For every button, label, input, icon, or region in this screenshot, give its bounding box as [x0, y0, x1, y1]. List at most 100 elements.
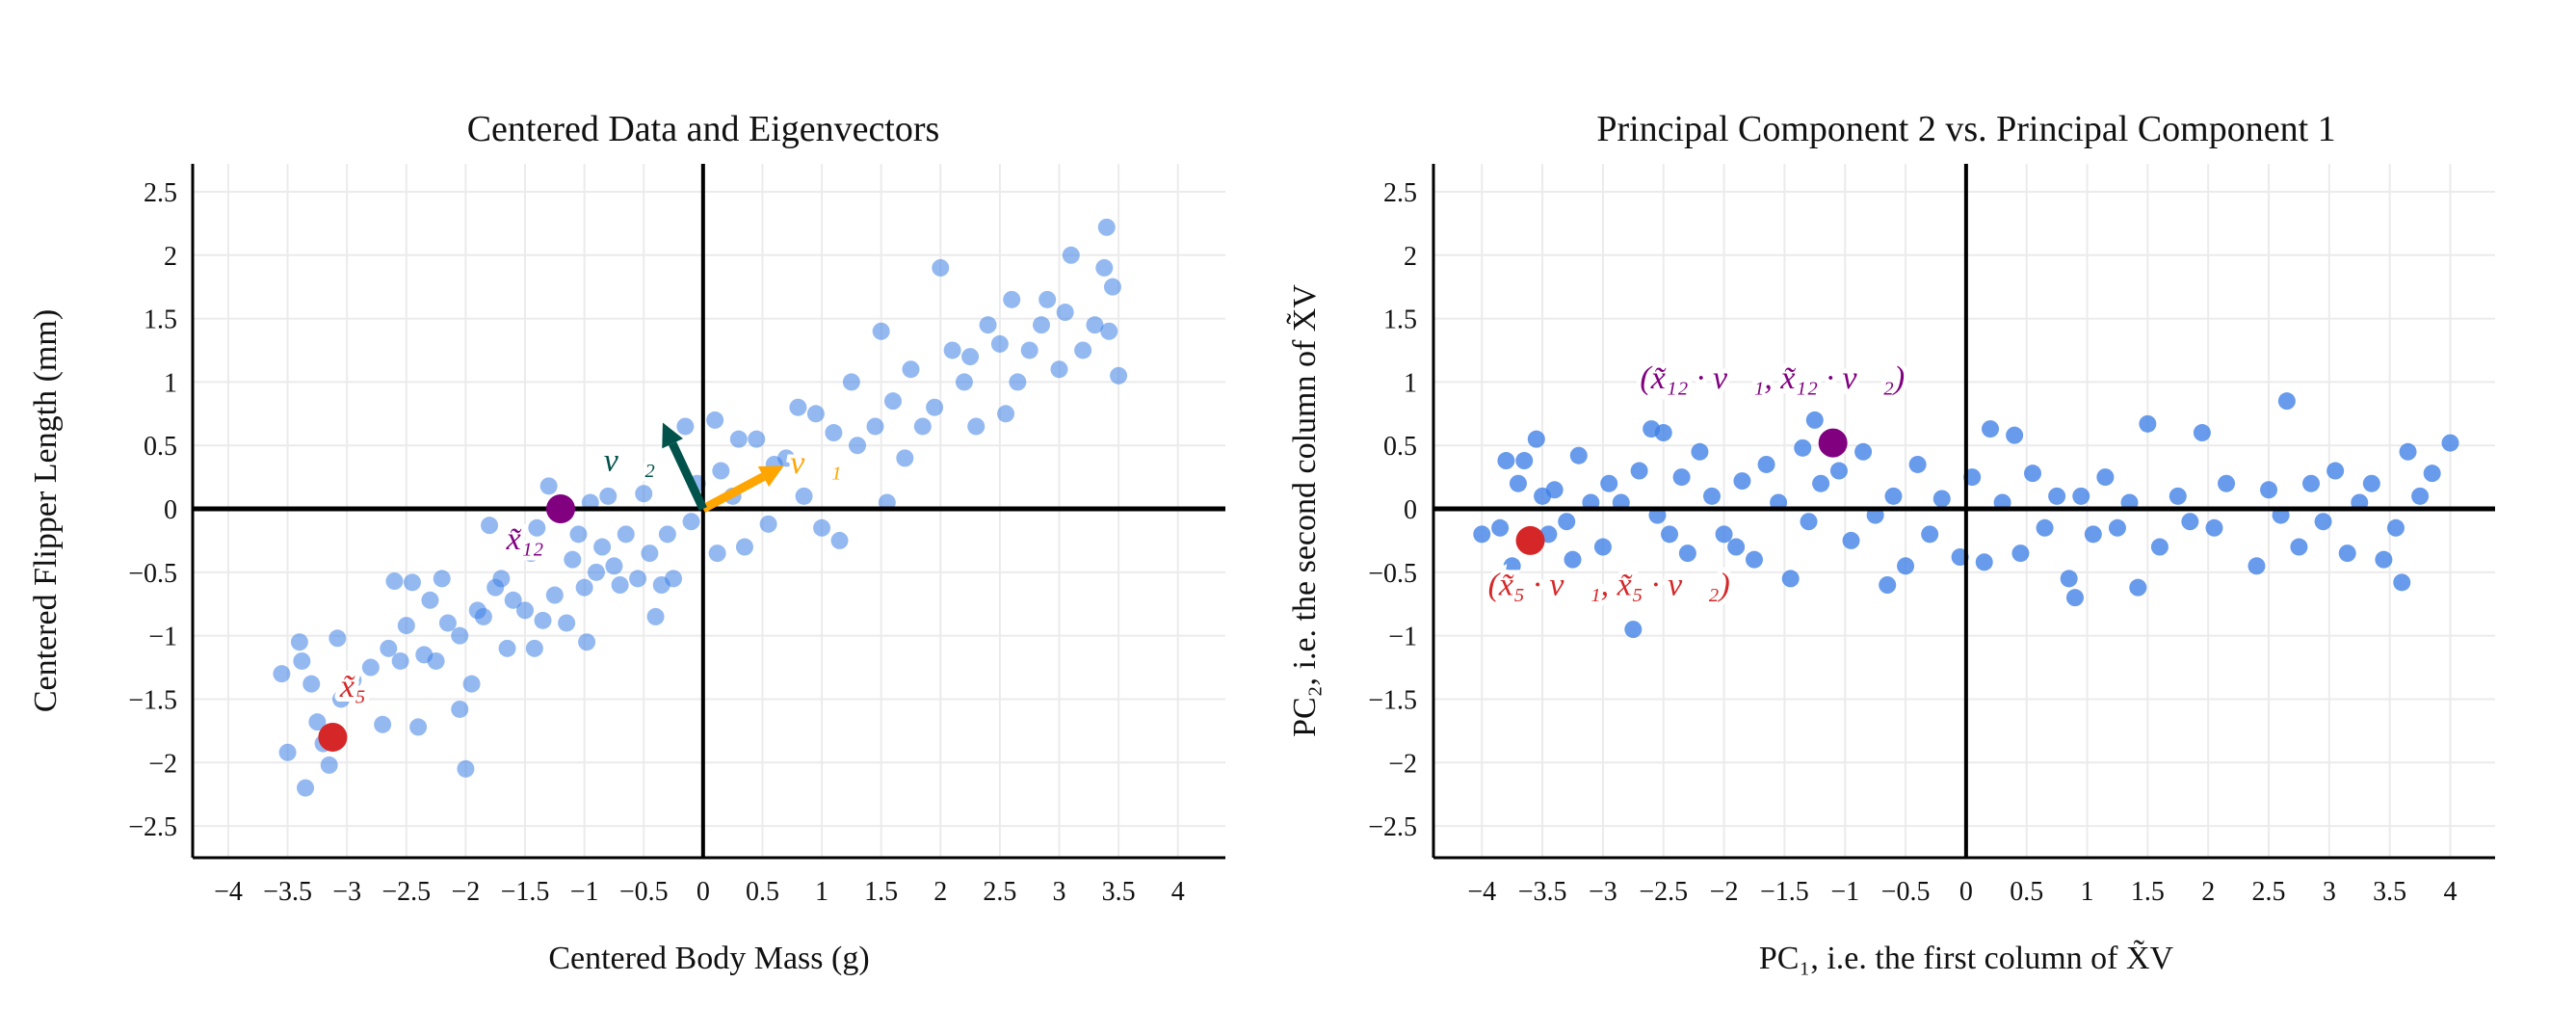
right-data-point: [2441, 434, 2459, 452]
right-data-point: [2181, 513, 2199, 531]
right-data-point: [1715, 525, 1733, 544]
right-data-point: [1884, 487, 1903, 505]
left-data-point: [1033, 316, 1051, 334]
left-eigenvector-2-label: v⃗₂: [604, 443, 655, 479]
right-y-tick-label: 1: [1404, 368, 1417, 398]
right-y-tick-label: 0: [1404, 495, 1417, 525]
left-data-point: [525, 639, 543, 657]
right-data-point: [2302, 474, 2321, 492]
right-data-point: [1982, 420, 2000, 438]
left-data-point: [293, 651, 311, 670]
left-x-tick-label: 1: [815, 877, 828, 907]
right-data-point: [2338, 544, 2356, 563]
left-data-point: [712, 462, 730, 480]
right-data-point: [1473, 525, 1491, 544]
right-data-point: [2314, 513, 2332, 531]
left-data-point: [397, 617, 415, 635]
left-data-point: [979, 316, 997, 334]
left-data-point: [374, 715, 392, 733]
right-data-point: [1558, 513, 1576, 531]
right-data-point: [1564, 550, 1582, 569]
left-data-point: [320, 756, 338, 774]
left-data-point: [462, 675, 481, 693]
right-x-tick-label: −0.5: [1881, 877, 1931, 907]
left-highlight-label: x̃₁₂: [506, 521, 544, 557]
right-data-point: [1800, 513, 1818, 531]
right-y-tick-label: 2: [1404, 242, 1417, 272]
right-data-point: [1921, 525, 1939, 544]
right-data-point: [1932, 490, 1951, 508]
left-data-point: [545, 586, 564, 604]
left-data-point: [611, 576, 629, 595]
left-data-point: [641, 544, 659, 563]
right-data-point: [2290, 538, 2308, 556]
right-highlighted-point: [1818, 428, 1848, 458]
left-data-point: [332, 690, 351, 708]
left-x-tick-label: 0.5: [746, 877, 779, 907]
right-data-point: [1975, 553, 1993, 571]
right-data-point: [1842, 531, 1860, 549]
right-data-point: [2060, 570, 2078, 588]
right-x-tick-label: 4: [2444, 877, 2458, 907]
left-x-tick-label: 4: [1171, 877, 1185, 907]
left-y-tick-label: 1: [164, 368, 177, 398]
left-data-point: [578, 633, 596, 651]
right-x-tick-label: −4: [1467, 877, 1496, 907]
left-data-point: [438, 614, 457, 632]
right-y-tick-label: 2.5: [1383, 178, 1417, 208]
left-data-point: [658, 525, 676, 544]
left-y-axis-label: Centered Flipper Length (mm): [28, 309, 64, 712]
right-data-point: [2205, 518, 2223, 537]
left-y-tick-label: 1.5: [144, 305, 177, 335]
left-data-point: [967, 417, 986, 436]
left-data-point: [646, 607, 665, 625]
left-data-point: [665, 570, 683, 588]
left-data-point: [290, 633, 308, 651]
right-data-point: [1515, 452, 1534, 470]
right-data-point: [2277, 392, 2296, 411]
right-data-point: [1757, 455, 1775, 473]
left-data-point: [564, 550, 582, 569]
right-data-point: [2072, 487, 2090, 505]
right-x-tick-label: −1.5: [1760, 877, 1809, 907]
left-data-point: [748, 430, 766, 448]
right-data-point: [1908, 455, 1927, 473]
left-x-tick-label: 3: [1052, 877, 1065, 907]
left-data-point: [539, 477, 558, 495]
left-x-tick-label: −1.5: [501, 877, 550, 907]
right-data-point: [2375, 550, 2393, 569]
left-data-point: [457, 759, 475, 778]
left-x-tick-label: 3.5: [1102, 877, 1136, 907]
left-data-point: [528, 518, 546, 537]
left-data-point: [297, 779, 315, 797]
right-x-tick-label: 3: [2323, 877, 2336, 907]
right-data-point: [2048, 487, 2066, 505]
left-data-point: [380, 639, 398, 657]
left-eigenvector-1-arrowhead: [757, 465, 784, 488]
right-x-tick-label: 2.5: [2252, 877, 2286, 907]
left-data-point: [1103, 278, 1121, 296]
left-data-point: [504, 591, 522, 609]
right-data-point: [1491, 518, 1510, 537]
right-data-point: [2326, 462, 2345, 480]
left-data-point: [302, 675, 321, 693]
left-data-point: [902, 360, 920, 379]
left-data-point: [955, 373, 973, 391]
right-data-point: [2169, 487, 2187, 505]
right-data-point: [1733, 472, 1751, 491]
right-data-point: [2023, 465, 2041, 483]
right-data-point: [1781, 570, 1800, 588]
right-highlight-label: (x̃₁₂ · v⃗₁, x̃₁₂ · v⃗₂): [1640, 360, 1905, 396]
left-highlighted-point: [318, 722, 348, 752]
right-data-point: [1703, 487, 1722, 505]
left-y-tick-label: 0.5: [144, 432, 177, 462]
left-data-point: [729, 430, 748, 448]
left-data-point: [344, 671, 362, 689]
right-data-point: [1593, 538, 1612, 556]
right-data-point: [2362, 474, 2380, 492]
right-data-point: [2218, 474, 2236, 492]
right-data-point: [2193, 424, 2211, 442]
left-data-point: [522, 544, 540, 563]
left-data-point: [795, 487, 813, 505]
left-data-point: [403, 573, 421, 592]
